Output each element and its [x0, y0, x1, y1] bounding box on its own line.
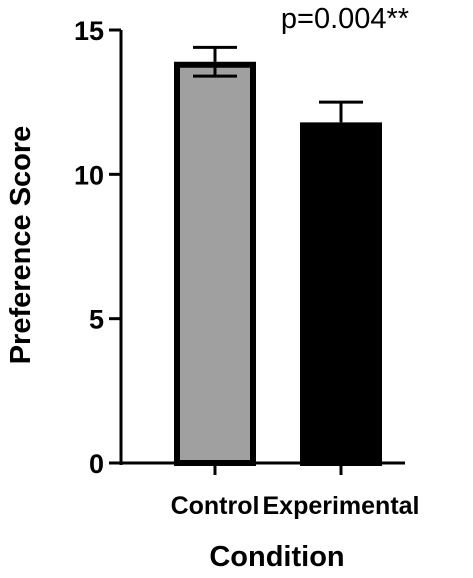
p-value-annotation: p=0.004**: [281, 3, 409, 35]
y-axis-title: Preference Score: [5, 126, 37, 365]
bar-control: [174, 61, 256, 467]
y-tick-label-15: 15: [74, 16, 104, 46]
plot-area: 0 5 10 15 Control Experimental: [74, 16, 420, 520]
x-tick-label-control: Control: [171, 492, 260, 520]
y-tick-label-0: 0: [89, 449, 104, 479]
bar-experimental: [300, 122, 382, 467]
x-tick-label-experimental: Experimental: [262, 492, 419, 520]
y-tick-label-5: 5: [89, 305, 104, 335]
y-tick-label-10: 10: [74, 160, 104, 190]
x-axis-title: Condition: [209, 541, 344, 573]
